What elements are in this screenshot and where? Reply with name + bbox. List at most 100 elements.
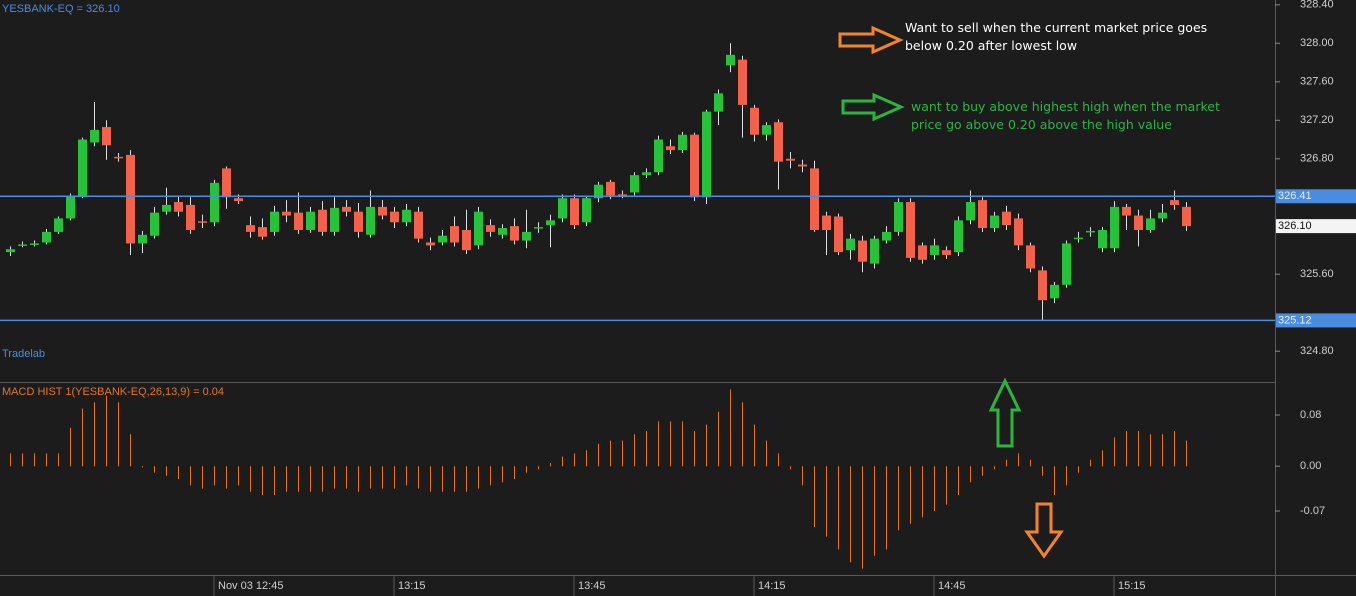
candle-body [894,202,903,232]
y-tick-label: 328.00 [1300,37,1334,49]
candle-body [594,184,603,199]
candle-body [174,202,183,212]
candle-body [42,231,51,243]
candle-body [990,215,999,229]
x-tick-label: 13:15 [398,580,426,592]
candle-body [54,218,63,232]
candle-body [774,122,783,162]
candle-body [534,227,543,229]
candle-body [210,182,219,223]
candle-body [102,127,111,146]
y-tick-label: 327.60 [1300,76,1334,88]
candle-body [582,198,591,223]
candle-body [810,168,819,230]
candle-body [666,146,675,151]
y-tick-label: 324.80 [1300,345,1334,357]
candle-body [786,158,795,161]
candle-body [918,245,927,260]
candle-body [162,204,171,212]
x-tick-label: 15:15 [1118,580,1146,592]
candle-body [258,227,267,237]
candle-body [270,211,279,232]
buy-note: want to buy above highest high when the … [911,99,1220,132]
buy-arrow [841,92,905,122]
candle-body [1134,215,1143,230]
candle-body [906,202,915,258]
candle-body [798,164,807,167]
candle-body [450,226,459,243]
candle-body [150,212,159,236]
candle-body [462,229,471,251]
candle-body [978,200,987,229]
candle-body [294,212,303,230]
candle-body [402,209,411,223]
candle-body [486,225,495,232]
last-price-box [1276,219,1356,234]
candle-body [678,134,687,151]
candle-body [6,249,15,253]
price-title: YESBANK-EQ = 326.10 [2,3,120,15]
candle-body [642,172,651,176]
candle-body [246,225,255,232]
candle-body [1038,270,1047,301]
candle-body [954,220,963,253]
candle-body [222,168,231,198]
candle-body [426,242,435,246]
candle-body [1026,245,1035,269]
candle-body [690,134,699,198]
candle-body [90,129,99,143]
candle-body [18,244,27,246]
level-label: 326.41 [1278,190,1312,202]
candle-body [1158,212,1167,219]
candle-body [1074,237,1083,240]
candle-body [1182,206,1191,227]
candle-body [354,211,363,232]
candle-body [66,196,75,219]
y-tick-label: 326.80 [1300,153,1334,165]
candle-body [138,234,147,244]
candle-body [1122,206,1131,216]
candle-body [1014,218,1023,246]
macd-title: MACD HIST 1(YESBANK-EQ,26,13,9) = 0.04 [2,386,224,398]
candle-body [822,215,831,230]
candle-body [1002,211,1011,226]
candle-body [606,181,615,196]
watermark: Tradelab [2,348,45,360]
candle-body [1050,284,1059,299]
candle-body [1146,218,1155,230]
candle-body [474,211,483,246]
candle-body [726,54,735,66]
x-tick-label: 14:45 [938,580,966,592]
last-price-label: 326.10 [1278,220,1312,232]
x-tick-label: 13:45 [578,580,606,592]
candle-body [558,198,567,219]
candle-body [942,250,951,255]
y-tick-label: 327.20 [1300,114,1334,126]
candle-body [654,139,663,173]
candle-body [282,211,291,216]
sell-note: Want to sell when the current market pri… [905,20,1208,53]
up-arrow [988,377,1022,448]
candle-body [834,216,843,253]
candle-body [714,93,723,112]
candle-body [30,243,39,245]
sell-arrow [838,25,904,55]
candle-body [306,211,315,230]
candle-body [1110,206,1119,249]
y-tick-label: 325.60 [1300,268,1334,280]
candle-body [738,59,747,105]
candle-body [750,107,759,135]
candle-body [330,207,339,232]
candle-body [342,206,351,212]
candle-body [126,154,135,244]
candle-body [522,231,531,241]
y-tick-label: -0.07 [1300,505,1325,517]
candle-body [1098,229,1107,249]
candle-body [78,139,87,197]
level-label-box [1276,189,1356,204]
down-arrow [1024,502,1064,559]
candle-body [546,220,555,226]
candle-body [438,235,447,243]
